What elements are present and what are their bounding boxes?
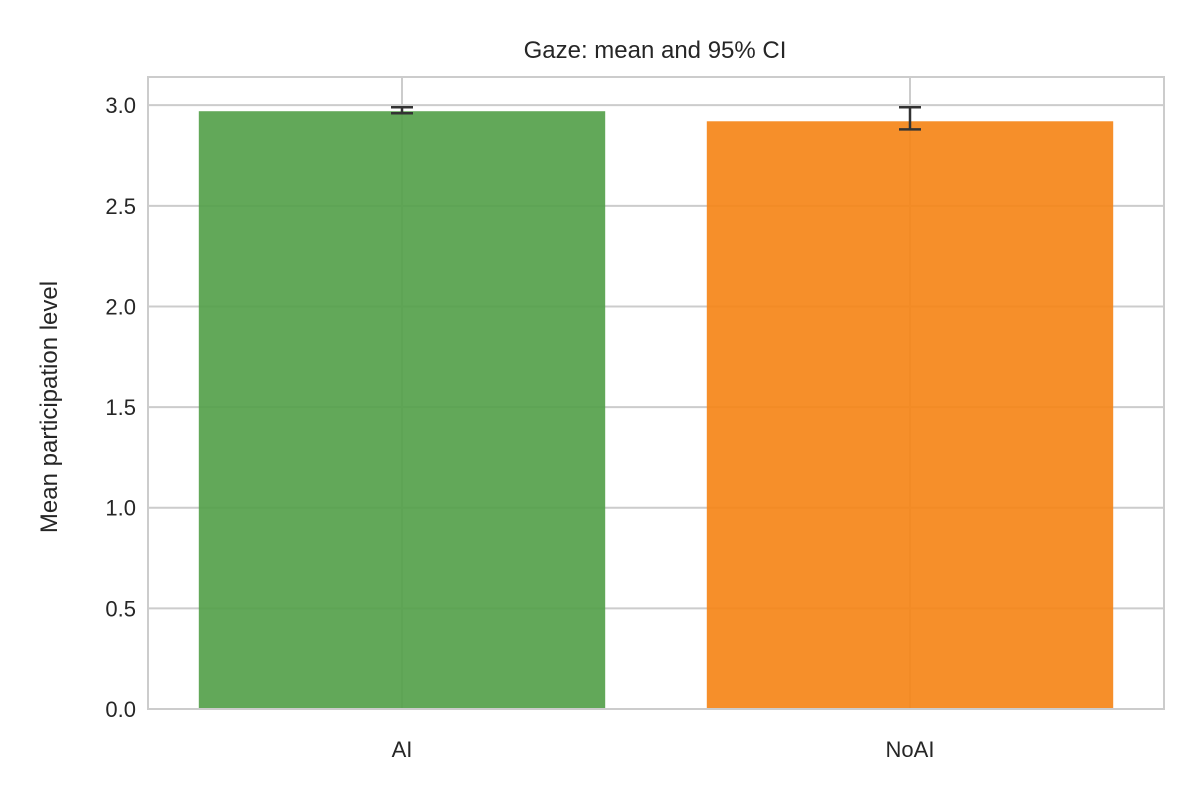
y-tick-label: 0.5 [105,596,136,621]
x-tick-label-noai: NoAI [886,737,935,762]
x-tick-label-ai: AI [392,737,413,762]
y-tick-label: 2.0 [105,294,136,319]
chart-title: Gaze: mean and 95% CI [524,37,787,64]
y-tick-label: 3.0 [105,93,136,118]
y-tick-label: 1.5 [105,395,136,420]
y-tick-label: 0.0 [105,697,136,722]
axes-frame [147,76,1165,710]
y-axis-label: Mean participation level [36,281,63,533]
bar-noai [706,121,1114,709]
y-tick-label: 1.0 [105,496,136,521]
y-tick-label: 2.5 [105,194,136,219]
bar-layer [198,111,1114,710]
y-tick-layer: 0.0 0.5 1.0 1.5 2.0 2.5 3.0 [105,93,136,722]
bar-ai [198,111,606,710]
x-tick-layer: AI NoAI [392,737,935,762]
errorbar-layer [391,105,921,131]
